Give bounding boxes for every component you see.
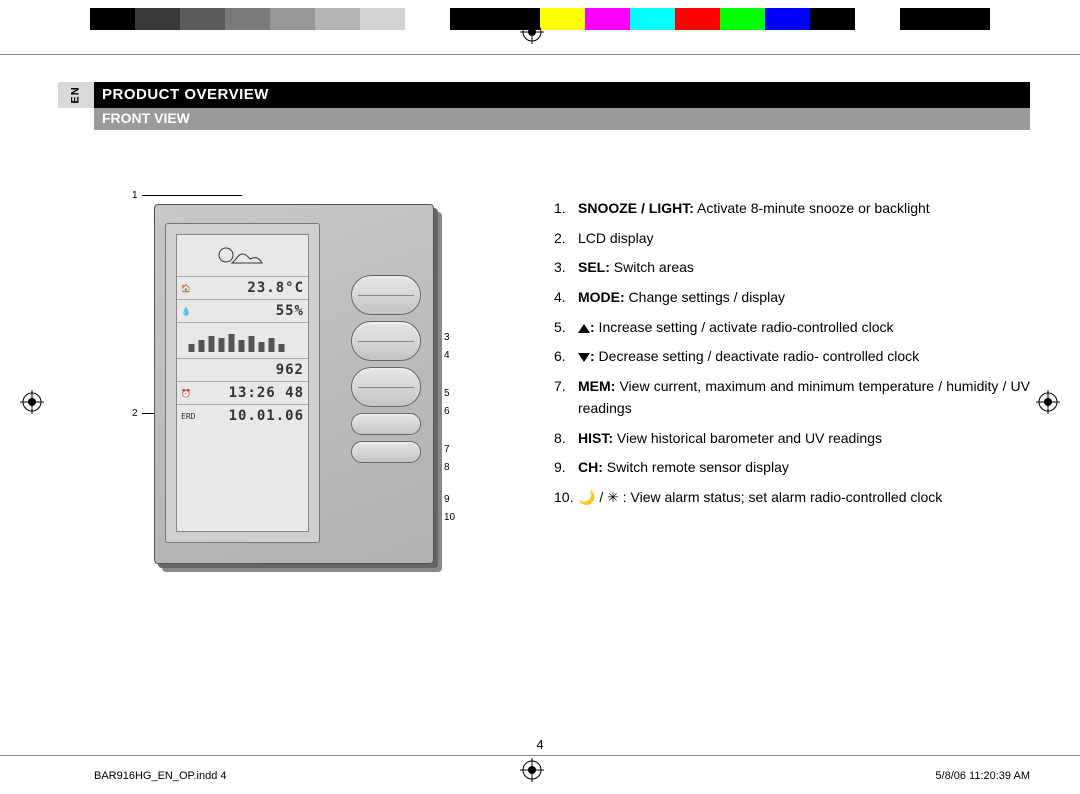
item-text: Increase setting / activate radio-contro… bbox=[595, 319, 894, 335]
footer-filename: BAR916HG_EN_OP.indd 4 bbox=[94, 770, 227, 782]
feature-list-item: LCD display bbox=[554, 228, 1030, 250]
item-bold: SNOOZE / LIGHT: bbox=[578, 200, 694, 216]
item-text: Activate 8-minute snooze or backlight bbox=[694, 200, 930, 216]
callout-4: 4 bbox=[444, 350, 450, 361]
footer: BAR916HG_EN_OP.indd 4 5/8/06 11:20:39 AM bbox=[94, 770, 1030, 782]
item-text: Switch areas bbox=[610, 259, 694, 275]
feature-list-item: SNOOZE / LIGHT: Activate 8-minute snooze… bbox=[554, 198, 1030, 220]
lcd-date-row: ERD10.01.06 bbox=[177, 405, 308, 427]
callout-1: 1 bbox=[132, 190, 138, 201]
language-tab: EN bbox=[58, 82, 94, 108]
footer-datetime: 5/8/06 11:20:39 AM bbox=[935, 770, 1030, 782]
device-button-alarm bbox=[351, 441, 421, 463]
item-bold: MODE: bbox=[578, 289, 625, 305]
device-body: 🏠23.8°C 💧55% 96 bbox=[154, 204, 434, 564]
down-arrow-icon bbox=[578, 353, 590, 362]
item-text: LCD display bbox=[578, 230, 653, 246]
lcd-bargraph-row bbox=[177, 323, 308, 359]
callout-3: 3 bbox=[444, 332, 450, 343]
item-text: View current, maximum and minimum temper… bbox=[578, 378, 1030, 416]
item-bold: SEL: bbox=[578, 259, 610, 275]
callout-2: 2 bbox=[132, 408, 138, 419]
lcd-weather-icon bbox=[177, 235, 308, 277]
item-bold: CH: bbox=[578, 459, 603, 475]
content-area: 1 2 3 4 5 6 7 8 9 10 bbox=[94, 150, 1030, 724]
feature-list-item: SEL: Switch areas bbox=[554, 257, 1030, 279]
device-button-sel-mode bbox=[351, 275, 421, 315]
callout-7: 7 bbox=[444, 444, 450, 455]
item-text: Change settings / display bbox=[625, 289, 785, 305]
feature-list-item: MEM: View current, maximum and minimum t… bbox=[554, 376, 1030, 419]
device-button-up-down bbox=[351, 321, 421, 361]
leader-1 bbox=[142, 195, 242, 196]
device-lcd-panel: 🏠23.8°C 💧55% 96 bbox=[165, 223, 320, 543]
symbol-text: 🌙 / ✳ : bbox=[578, 489, 627, 505]
device-button-column bbox=[351, 275, 421, 463]
lcd-time-row: ⏰13:26 48 bbox=[177, 382, 308, 405]
subsection-header: FRONT VIEW bbox=[94, 108, 1030, 130]
feature-list-item: MODE: Change settings / display bbox=[554, 287, 1030, 309]
feature-list-item: : Increase setting / activate radio-cont… bbox=[554, 317, 1030, 339]
up-arrow-icon bbox=[578, 324, 590, 333]
lcd-hum-row: 💧55% bbox=[177, 300, 308, 323]
device-button-mem-hist bbox=[351, 367, 421, 407]
lcd-display: 🏠23.8°C 💧55% 96 bbox=[176, 234, 309, 532]
feature-list-item: HIST: View historical barometer and UV r… bbox=[554, 428, 1030, 450]
registration-mark-top bbox=[520, 20, 544, 44]
registration-mark-left bbox=[20, 390, 44, 414]
page-number: 4 bbox=[0, 737, 1080, 752]
callout-8: 8 bbox=[444, 462, 450, 473]
callout-10: 10 bbox=[444, 512, 455, 523]
lcd-pressure-row: 962 bbox=[177, 359, 308, 382]
lcd-temp-row: 🏠23.8°C bbox=[177, 277, 308, 300]
item-bold: HIST: bbox=[578, 430, 613, 446]
item-bold: MEM: bbox=[578, 378, 615, 394]
top-rule bbox=[0, 54, 1080, 55]
item-text: View historical barometer and UV reading… bbox=[613, 430, 882, 446]
callout-5: 5 bbox=[444, 388, 450, 399]
item-text: View alarm status; set alarm radio-contr… bbox=[627, 489, 943, 505]
feature-list: SNOOZE / LIGHT: Activate 8-minute snooze… bbox=[554, 198, 1030, 517]
section-header: PRODUCT OVERVIEW bbox=[94, 82, 1030, 108]
device-diagram: 1 2 3 4 5 6 7 8 9 10 bbox=[114, 190, 454, 590]
feature-list-item: : Decrease setting / deactivate radio- c… bbox=[554, 346, 1030, 368]
callout-6: 6 bbox=[444, 406, 450, 417]
bottom-rule bbox=[0, 755, 1080, 756]
registration-mark-right bbox=[1036, 390, 1060, 414]
feature-list-item: CH: Switch remote sensor display bbox=[554, 457, 1030, 479]
item-text: Switch remote sensor display bbox=[603, 459, 789, 475]
device-button-ch bbox=[351, 413, 421, 435]
callout-9: 9 bbox=[444, 494, 450, 505]
feature-list-item: 🌙 / ✳ : View alarm status; set alarm rad… bbox=[554, 487, 1030, 509]
item-text: Decrease setting / deactivate radio- con… bbox=[595, 348, 920, 364]
